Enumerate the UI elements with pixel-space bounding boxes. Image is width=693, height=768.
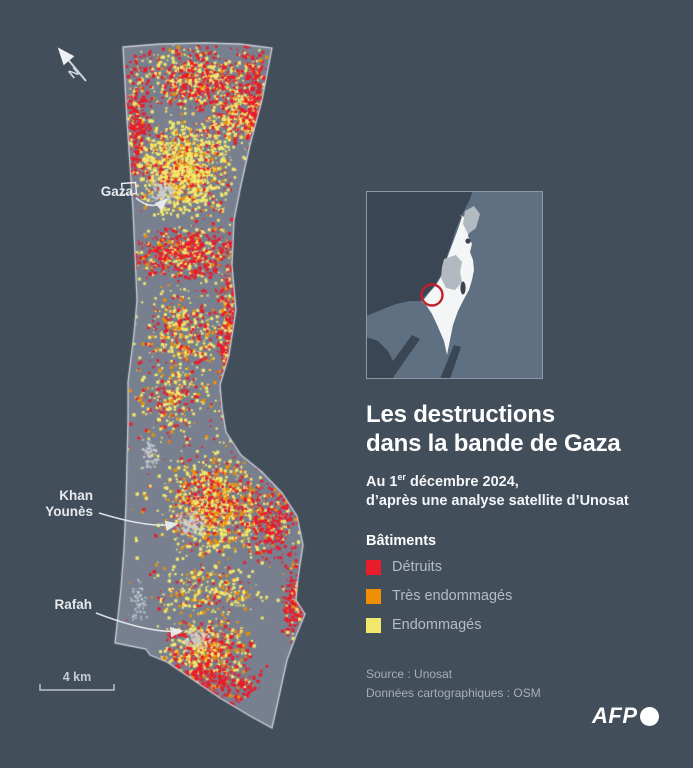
title-line-1: Les destructions xyxy=(366,401,555,428)
khan-younes-label-line2: Younès xyxy=(45,503,93,519)
inset-gulf-of-aqaba xyxy=(440,345,461,379)
legend: Détruits Très endommagés Endommagés xyxy=(366,559,512,633)
afp-logo-circle-icon xyxy=(639,706,659,726)
legend-row-severely-damaged: Très endommagés xyxy=(366,588,512,604)
sources-block: Source : Unosat Données cartographiques … xyxy=(366,665,541,703)
map-label-gaza: Gaza xyxy=(101,184,133,200)
subtitle-rest: décembre 2024, xyxy=(405,473,519,490)
inset-west-bank-shape xyxy=(441,255,462,290)
inset-red-sea xyxy=(366,337,394,379)
inset-mediterranean-sea xyxy=(366,191,473,316)
legend-row-destroyed: Détruits xyxy=(366,559,512,575)
damaged-color-swatch xyxy=(366,617,381,633)
map-label-rafah: Rafah xyxy=(54,597,92,613)
afp-logo: AFP xyxy=(592,703,659,729)
subtitle-line-2: d’après une analyse satellite d’Unosat xyxy=(366,492,629,509)
source-line: Source : Unosat xyxy=(366,667,453,681)
inset-gulf-of-suez xyxy=(380,335,420,379)
inset-gaza-highlight-circle xyxy=(420,283,444,307)
gaza-label-text: Gaza xyxy=(100,184,133,199)
khan-younes-label-line1: Khan xyxy=(59,488,93,503)
subtitle-superscript: er xyxy=(397,472,406,482)
severely-damaged-color-swatch xyxy=(366,588,381,604)
legend-title: Bâtiments xyxy=(366,533,437,549)
destroyed-color-swatch xyxy=(366,559,381,575)
legend-label-severely-damaged: Très endommagés xyxy=(392,588,513,604)
legend-label-damaged: Endommagés xyxy=(392,617,482,633)
subtitle-prefix: Au 1 xyxy=(366,473,398,490)
title-line-2: dans la bande de Gaza xyxy=(366,429,621,457)
inset-sea-of-galilee xyxy=(465,238,471,244)
inset-dead-sea xyxy=(460,281,466,295)
israel-locator-inset-map xyxy=(366,191,543,379)
subtitle-line-1: Au 1er décembre 2024, xyxy=(366,472,686,492)
inset-golan-shape xyxy=(463,206,480,234)
page-title: Les destructions dans la bande de Gaza xyxy=(366,401,686,459)
rafah-label-text: Rafah xyxy=(54,597,92,612)
map-label-khan-younes: Khan Younès xyxy=(45,488,93,519)
inset-border xyxy=(366,191,543,379)
legend-row-damaged: Endommagés xyxy=(366,617,512,633)
legend-label-destroyed: Détruits xyxy=(392,559,442,575)
afp-logo-text: AFP xyxy=(592,703,638,728)
cartography-source-line: Données cartographiques : OSM xyxy=(366,686,541,701)
page-subtitle: Au 1er décembre 2024, d’après une analys… xyxy=(366,472,686,511)
